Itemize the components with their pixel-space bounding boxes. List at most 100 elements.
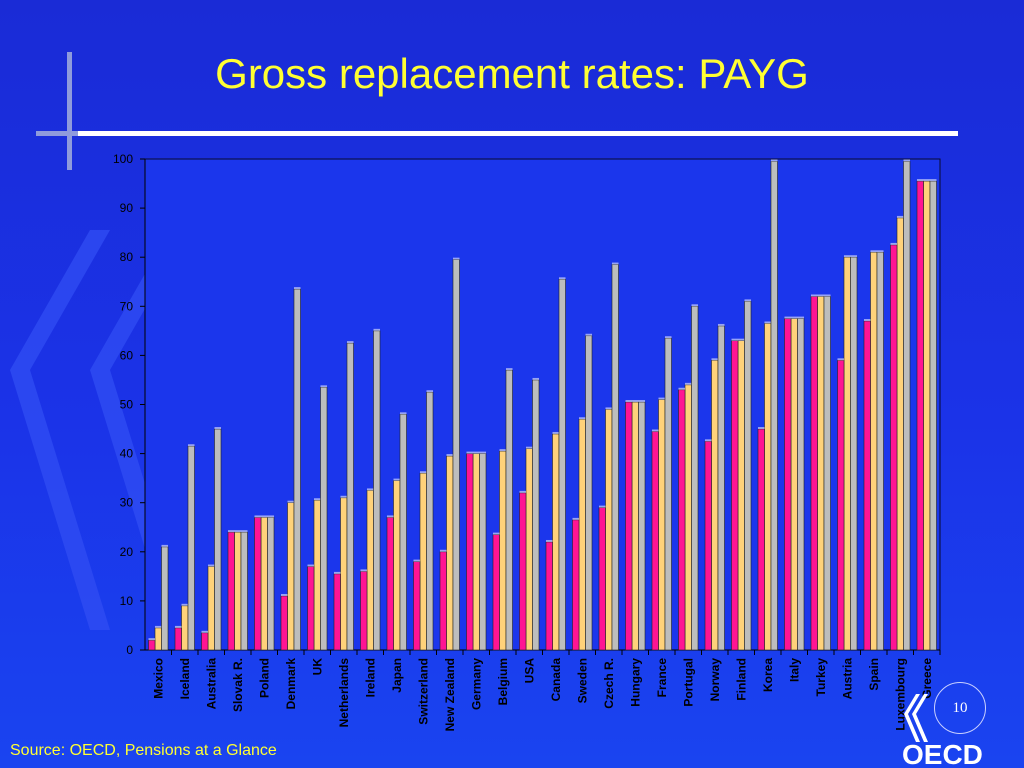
bar-series-1 [731, 340, 739, 651]
bar-series-3-cap [903, 159, 910, 162]
bar-series-3-cap [347, 341, 354, 344]
bar-series-1-cap [890, 242, 897, 245]
bar-series-1 [492, 534, 500, 651]
x-tick-label: Korea [761, 658, 775, 692]
x-tick-label: Austria [840, 658, 854, 700]
bar-series-2-cap [181, 603, 188, 606]
bar-series-2-cap [897, 215, 904, 218]
x-tick-label: Italy [787, 658, 801, 682]
bar-series-3 [399, 414, 407, 651]
bar-series-2-cap [844, 255, 851, 258]
x-tick-label: Greece [920, 658, 934, 699]
bar-series-3-cap [188, 444, 195, 447]
bar-series-1-cap [731, 338, 738, 341]
bar-series-2-cap [420, 471, 427, 474]
x-tick-label: Slovak R. [231, 658, 245, 712]
bar-series-1-cap [917, 179, 924, 182]
bar-series-1 [466, 453, 474, 651]
bar-series-2-cap [764, 321, 771, 324]
bar-series-2 [446, 455, 454, 651]
bar-series-1-cap [758, 427, 765, 430]
bar-series-1 [704, 441, 712, 651]
bar-series-1 [625, 401, 633, 651]
bar-series-2 [764, 323, 772, 651]
bar-series-3 [585, 335, 593, 651]
bar-series-2-cap [155, 625, 162, 628]
bar-series-2-cap [685, 382, 692, 385]
bar-series-1 [678, 389, 686, 651]
bar-series-2 [472, 453, 480, 651]
bar-series-2 [684, 384, 692, 651]
bar-series-1 [572, 519, 580, 651]
bar-series-3-cap [877, 250, 884, 253]
bar-series-1-cap [254, 515, 261, 518]
bar-series-2-cap [340, 495, 347, 498]
bar-series-2 [181, 605, 189, 651]
x-tick-label: Denmark [284, 658, 298, 710]
bar-series-2 [870, 251, 878, 651]
bar-series-2 [605, 409, 613, 651]
bar-series-3-cap [506, 368, 513, 371]
bar-series-3 [505, 369, 513, 651]
bar-series-3-cap [930, 179, 937, 182]
bar-series-3 [532, 379, 540, 651]
bar-series-2-cap [393, 478, 400, 481]
x-tick-label: Turkey [814, 658, 828, 697]
x-tick-label: Spain [867, 658, 881, 691]
bar-series-2-cap [791, 316, 798, 319]
bar-series-2-cap [287, 500, 294, 503]
bar-series-3-cap [294, 287, 301, 290]
bar-series-2 [552, 433, 560, 651]
bar-series-3-cap [744, 299, 751, 302]
bar-series-3-cap [824, 294, 831, 297]
x-tick-label: Czech R. [602, 658, 616, 709]
bar-series-3-cap [453, 257, 460, 260]
x-tick-label: Mexico [151, 658, 165, 699]
page-number-badge: 10 [934, 682, 986, 734]
bar-series-1-cap [413, 559, 420, 562]
x-tick-label: Norway [708, 658, 722, 702]
bar-series-3-cap [797, 316, 804, 319]
bar-series-3 [240, 531, 248, 651]
bar-series-2 [366, 490, 374, 651]
x-tick-label: Germany [469, 658, 483, 710]
bar-series-2 [260, 517, 268, 651]
y-tick-label: 90 [120, 201, 134, 215]
bar-series-3-cap [850, 255, 857, 258]
y-tick-label: 10 [120, 594, 134, 608]
bar-series-2 [896, 217, 904, 651]
bar-series-1 [863, 320, 871, 651]
bar-series-3 [903, 161, 911, 651]
bar-series-2 [737, 340, 745, 651]
bar-series-2 [923, 180, 931, 651]
x-tick-label: UK [310, 658, 324, 676]
bar-series-1-cap [440, 549, 447, 552]
bar-series-1-cap [493, 532, 500, 535]
bar-series-3 [850, 256, 858, 651]
bar-series-2 [234, 531, 242, 651]
chevron-watermark-icon [10, 230, 190, 630]
bar-series-1-cap [572, 517, 579, 520]
bar-series-3 [426, 391, 434, 651]
x-tick-label: New Zealand [443, 658, 457, 731]
x-tick-label: France [655, 658, 669, 698]
bar-series-1-cap [466, 451, 473, 454]
bar-series-2-cap [632, 400, 639, 403]
decorative-horizontal-line-accent [36, 131, 78, 136]
x-tick-label: Ireland [363, 658, 377, 697]
bar-series-3 [717, 325, 725, 651]
bar-series-3-cap [479, 451, 486, 454]
bar-series-2 [578, 418, 586, 651]
bar-series-1 [519, 492, 527, 651]
bar-series-3 [797, 318, 805, 651]
bar-series-3 [558, 278, 566, 651]
bar-series-3-cap [771, 159, 778, 162]
bar-series-1-cap [599, 505, 606, 508]
bar-series-3-cap [214, 427, 221, 430]
x-tick-label: Portugal [681, 658, 695, 707]
bar-series-3-cap [161, 544, 168, 547]
bar-series-3 [664, 337, 672, 651]
bar-series-2 [631, 401, 639, 651]
x-tick-label: Luxembourg [893, 658, 907, 731]
